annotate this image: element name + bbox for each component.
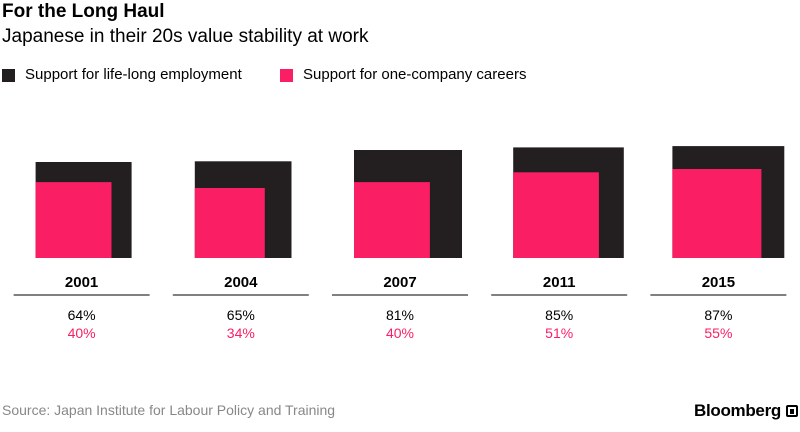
value-label-lifelong-2001: 64%: [68, 307, 96, 323]
value-label-onecompany-2007: 40%: [386, 325, 414, 341]
legend-swatch-lifelong: [2, 68, 15, 82]
bloomberg-logo-icon: [786, 405, 798, 417]
chart-legend: Support for life-long employment Support…: [0, 64, 800, 88]
year-label-2011: 2011: [543, 274, 576, 291]
value-label-lifelong-2007: 81%: [386, 307, 414, 323]
chart-title: For the Long Haul: [2, 1, 165, 22]
value-label-lifelong-2015: 87%: [704, 307, 732, 323]
bar-onecompany-2007: [354, 182, 430, 258]
bar-onecompany-2015: [672, 169, 762, 258]
brand-logo: Bloomberg: [694, 401, 798, 421]
value-label-onecompany-2001: 40%: [68, 325, 96, 341]
legend-item-lifelong: Support for life-long employment: [2, 64, 242, 86]
year-label-2007: 2007: [383, 274, 416, 291]
legend-label-onecompany: Support for one-company careers: [303, 66, 527, 83]
year-label-2001: 2001: [65, 274, 98, 291]
value-label-onecompany-2004: 34%: [227, 325, 255, 341]
bar-onecompany-2011: [513, 172, 599, 258]
value-label-lifelong-2011: 85%: [545, 307, 573, 323]
source-note: Source: Japan Institute for Labour Polic…: [2, 402, 336, 418]
year-label-2004: 2004: [224, 274, 258, 291]
legend-item-onecompany: Support for one-company careers: [280, 64, 526, 86]
bar-onecompany-2001: [35, 182, 112, 258]
year-label-2015: 2015: [702, 274, 735, 291]
chart-subtitle: Japanese in their 20s value stability at…: [2, 26, 369, 47]
legend-swatch-onecompany: [280, 68, 293, 82]
legend-label-lifelong: Support for life-long employment: [25, 66, 242, 83]
bar-onecompany-2004: [194, 188, 265, 258]
value-label-lifelong-2004: 65%: [227, 307, 255, 323]
value-label-onecompany-2015: 55%: [704, 325, 732, 341]
brand-name: Bloomberg: [693, 401, 781, 420]
value-label-onecompany-2011: 51%: [545, 325, 573, 341]
